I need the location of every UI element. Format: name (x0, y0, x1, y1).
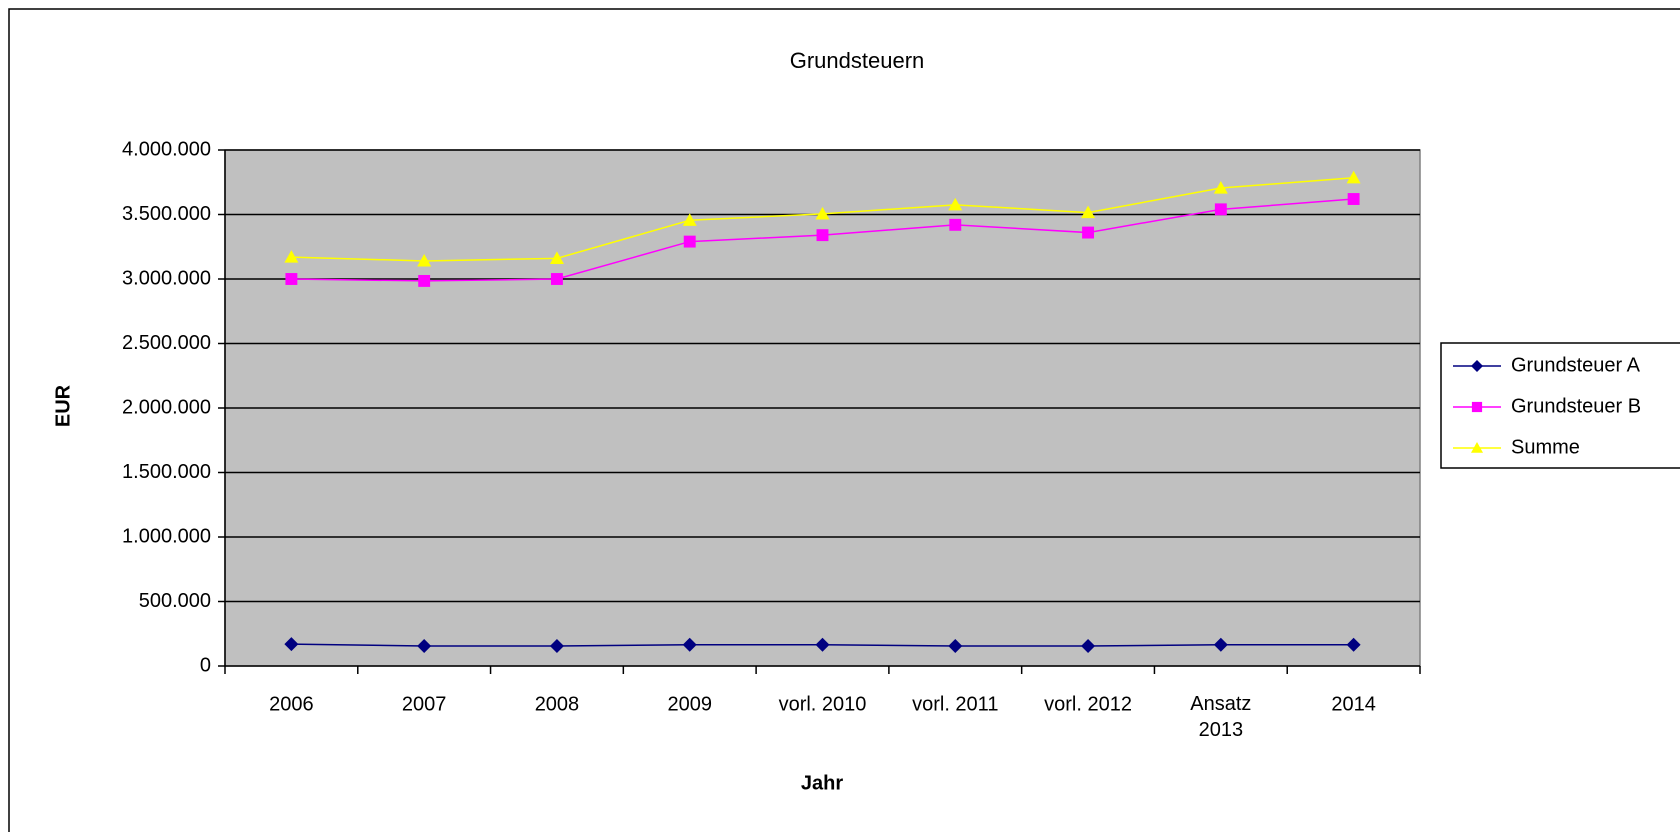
y-tick-label: 500.000 (139, 590, 211, 612)
y-tick-label: 2.500.000 (122, 332, 211, 354)
marker (549, 639, 564, 654)
marker (417, 639, 432, 654)
marker (1213, 181, 1228, 194)
marker (948, 197, 963, 211)
marker (948, 639, 963, 654)
legend-label: Grundsteuer B (1511, 395, 1641, 417)
marker (550, 273, 563, 285)
marker (683, 235, 696, 248)
y-tick-label: 4.000.000 (122, 138, 211, 160)
marker (1081, 205, 1096, 219)
y-axis-label: EUR (52, 384, 74, 427)
marker (284, 637, 299, 652)
y-tick-label: 1.000.000 (122, 525, 211, 547)
legend-label: Grundsteuer A (1511, 354, 1641, 376)
legend-label: Summe (1511, 436, 1580, 458)
x-tick-label: 2009 (667, 693, 712, 715)
marker (1214, 203, 1227, 216)
x-tick-label: Ansatz 2013 (1190, 693, 1251, 741)
x-tick-label: 2008 (535, 693, 580, 715)
x-tick-label: vorl. 2010 (779, 693, 867, 715)
marker (815, 637, 830, 652)
marker (285, 273, 298, 285)
marker (1346, 170, 1361, 184)
y-tick-label: 1.500.000 (122, 461, 211, 483)
marker (815, 206, 830, 220)
marker (682, 213, 697, 226)
y-tick-label: 3.000.000 (122, 267, 211, 289)
y-tick-label: 3.500.000 (122, 203, 211, 225)
marker (1213, 637, 1228, 652)
y-tick-label: 0 (200, 654, 211, 676)
marker (1082, 226, 1095, 239)
marker (816, 229, 829, 242)
marker (682, 637, 697, 652)
x-tick-label: 2006 (269, 693, 314, 715)
marker (418, 274, 431, 287)
marker (417, 253, 432, 267)
marker (1081, 639, 1096, 654)
x-axis-label: Jahr (801, 772, 843, 794)
chart-title: Grundsteuern (790, 48, 925, 73)
marker (284, 250, 299, 263)
marker (1471, 442, 1483, 453)
marker (1347, 193, 1360, 205)
y-tick-label: 2.000.000 (122, 396, 211, 418)
x-tick-label: 2014 (1331, 693, 1376, 715)
marker (1346, 637, 1361, 652)
x-tick-label: 2007 (402, 693, 447, 715)
marker (1471, 401, 1483, 413)
marker (549, 251, 564, 264)
x-tick-label: vorl. 2012 (1044, 693, 1132, 715)
x-tick-label: vorl. 2011 (912, 693, 998, 715)
marker (949, 218, 962, 231)
marker (1471, 360, 1483, 372)
